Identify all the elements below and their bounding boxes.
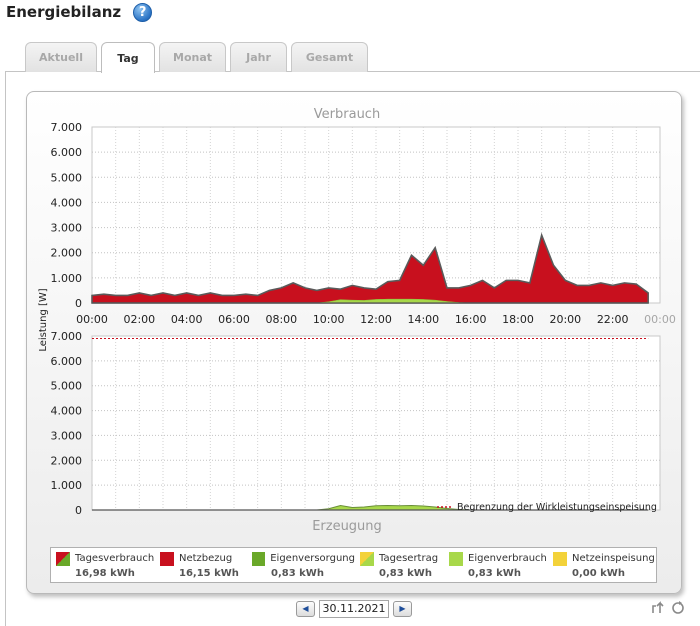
- y-tick-label: 6.000: [51, 355, 83, 368]
- legend-value: 0,00 kWh: [572, 568, 625, 579]
- production-plot: 7.000 6.000 5.000 4.000 3.000 2.000 1.000 0: [51, 330, 661, 517]
- legend-name: Eigenverbrauch: [468, 553, 547, 564]
- y-tick-label: 1.000: [51, 479, 83, 492]
- chart-legend: Tagesverbrauch 16,98 kWh Netzbezug 16,15…: [50, 547, 657, 583]
- legend-item-netzbezug: Netzbezug 16,15 kWh: [155, 548, 247, 582]
- x-tick-label: 16:00: [455, 313, 487, 326]
- x-tick-label: 20:00: [549, 313, 581, 326]
- help-icon[interactable]: ?: [133, 2, 153, 22]
- y-tick-label: 1.000: [51, 272, 83, 285]
- consumption-plot: 7.000 6.000 5.000 4.000 3.000 2.000 1.000 0 00:0…: [51, 121, 676, 326]
- y-tick-label: 2.000: [51, 454, 83, 467]
- legend-swatch: [553, 551, 567, 566]
- x-tick-label: 12:00: [360, 313, 392, 326]
- tab-aktuell[interactable]: Aktuell: [25, 42, 97, 72]
- energy-chart-panel: 7.000 6.000 5.000 4.000 3.000 2.000 1.000 0 00:0…: [26, 91, 682, 594]
- y-tick-label: 5.000: [51, 380, 83, 393]
- y-tick-label: 5.000: [51, 171, 83, 184]
- legend-name: Tagesertrag: [379, 553, 439, 564]
- tab-bar: Aktuell Tag Monat Jahr Gesamt: [25, 42, 372, 73]
- legend-swatch: [449, 551, 463, 566]
- tab-gesamt[interactable]: Gesamt: [291, 42, 368, 72]
- legend-item-netzeinspeisung: Netzeinspeisung 0,00 kWh: [548, 548, 656, 582]
- tab-monat[interactable]: Monat: [159, 42, 226, 72]
- legend-name: Eigenversorgung: [270, 553, 355, 564]
- prev-day-button[interactable]: ◀: [296, 601, 315, 617]
- x-tick-label: 14:00: [407, 313, 439, 326]
- x-tick-label: 00:00: [76, 313, 108, 326]
- legend-name: Netzeinspeisung: [572, 553, 655, 564]
- legend-item-tagesertrag: Tagesertrag 0,83 kWh: [355, 548, 444, 582]
- x-tick-label: 00:00: [644, 313, 676, 326]
- x-tick-label: 02:00: [123, 313, 155, 326]
- legend-item-eigenverbrauch: Eigenverbrauch 0,83 kWh: [444, 548, 548, 582]
- arrow-right-icon: ▶: [399, 604, 406, 613]
- legend-value: 16,15 kWh: [179, 568, 239, 579]
- energy-chart: 7.000 6.000 5.000 4.000 3.000 2.000 1.000 0 00:0…: [38, 107, 676, 534]
- y-tick-label: 7.000: [51, 121, 83, 134]
- legend-item-eigenversorgung: Eigenversorgung 0,83 kWh: [247, 548, 355, 582]
- legend-swatch: [160, 551, 174, 566]
- y-tick-label: 3.000: [51, 222, 83, 235]
- date-navigation: ◀ 30.11.2021 ▶: [296, 600, 412, 618]
- tool-icons: [646, 598, 686, 615]
- x-tick-label: 22:00: [597, 313, 629, 326]
- page-title: Energiebilanz: [6, 3, 122, 21]
- legend-name: Tagesverbrauch: [75, 553, 155, 564]
- y-tick-label: 4.000: [51, 405, 83, 418]
- y-tick-label: 3.000: [51, 429, 83, 442]
- series-area-netzbezug: [91, 232, 649, 304]
- y-tick-label: 4.000: [51, 196, 83, 209]
- y-axis-label: Leistung [W]: [38, 288, 49, 351]
- tab-tag[interactable]: Tag: [101, 42, 155, 73]
- legend-name: Netzbezug: [179, 553, 233, 564]
- legend-swatch: [56, 551, 70, 566]
- y-tick-label: 6.000: [51, 146, 83, 159]
- y-tick-label: 2.000: [51, 247, 83, 260]
- legend-item-tagesverbrauch: Tagesverbrauch 16,98 kWh: [51, 548, 155, 582]
- legend-value: 0,83 kWh: [271, 568, 324, 579]
- x-tick-label: 06:00: [218, 313, 250, 326]
- legend-value: 0,83 kWh: [379, 568, 432, 579]
- limit-legend-label: Begrenzung der Wirkleistungseinspeisung: [457, 502, 657, 513]
- legend-swatch: [252, 551, 266, 566]
- x-tick-label: 08:00: [265, 313, 297, 326]
- refresh-icon[interactable]: [669, 598, 686, 615]
- page-header: Energiebilanz ?: [6, 2, 153, 22]
- legend-value: 0,83 kWh: [468, 568, 521, 579]
- x-tick-label: 04:00: [171, 313, 203, 326]
- y-tick-label: 0: [75, 297, 82, 310]
- chart-title-verbrauch: Verbrauch: [314, 107, 380, 122]
- date-field[interactable]: 30.11.2021: [319, 600, 389, 618]
- legend-value: 16,98 kWh: [75, 568, 135, 579]
- export-icon[interactable]: [649, 598, 666, 615]
- x-tick-label: 10:00: [313, 313, 345, 326]
- next-day-button[interactable]: ▶: [393, 601, 412, 617]
- tab-jahr[interactable]: Jahr: [230, 42, 287, 72]
- y-tick-label: 0: [75, 504, 82, 517]
- y-tick-label: 7.000: [51, 330, 83, 343]
- chart-title-erzeugung: Erzeugung: [312, 519, 382, 534]
- arrow-left-icon: ◀: [302, 604, 309, 613]
- legend-swatch: [360, 551, 374, 566]
- x-tick-label: 18:00: [502, 313, 534, 326]
